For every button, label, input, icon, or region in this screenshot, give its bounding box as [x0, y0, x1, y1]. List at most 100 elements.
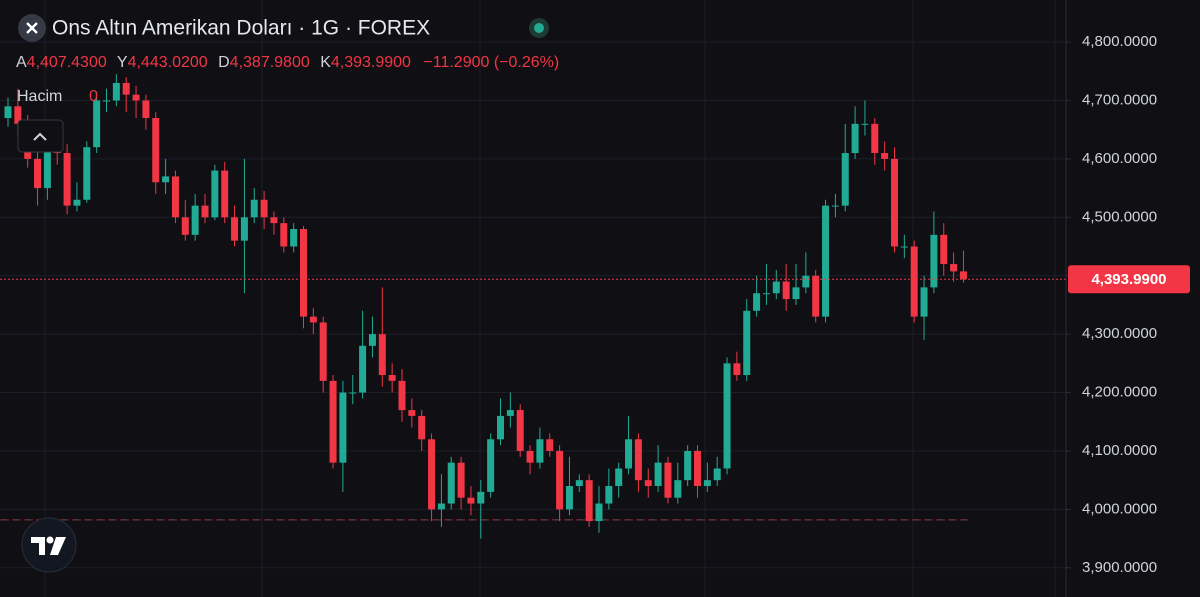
candle-body [684, 450, 692, 481]
ohlc-label: Y [117, 54, 128, 71]
collapse-chevron [33, 132, 47, 141]
candle-body [349, 392, 357, 394]
candle-body [959, 271, 967, 280]
ohlc-value: 4,443.0200 [128, 54, 208, 71]
candle-body [211, 170, 219, 218]
candle-body [605, 486, 613, 504]
candle-body [703, 480, 711, 487]
change: −11.2900 (−0.26%) [423, 54, 559, 71]
candle-body [398, 380, 406, 411]
candle-body [34, 158, 42, 189]
ohlc-legend: A4,407.4300 Y4,443.0200 D4,387.9800 K4,3… [16, 54, 559, 71]
candle-body [408, 410, 416, 416]
candle-body [634, 439, 642, 481]
candle-body [368, 334, 376, 346]
candle-body [270, 217, 278, 224]
candle-body [83, 147, 91, 200]
candle-body [142, 100, 150, 118]
candle-body [556, 450, 564, 510]
candle-body [546, 439, 554, 451]
candle-body [428, 439, 436, 510]
tv-logo [21, 517, 77, 573]
candle-body [437, 503, 445, 510]
candle-body [506, 410, 514, 416]
grid [0, 0, 1066, 597]
candle-body [910, 246, 918, 317]
candle-body [713, 468, 721, 481]
candle-body [694, 450, 701, 487]
candle-body [231, 217, 239, 241]
chart-title: Ons Altın Amerikan Doları · 1G · FOREX [52, 17, 430, 40]
candle-body [753, 293, 761, 311]
candle-body [93, 100, 101, 148]
header: Ons Altın Amerikan Doları · 1G · FOREX A… [16, 14, 559, 153]
y-tick-label: 4,000.0000 [1082, 500, 1157, 517]
candle-body [930, 234, 938, 288]
candle-body [122, 82, 130, 95]
candle-body [615, 468, 623, 487]
y-tick-label: 4,200.0000 [1082, 384, 1157, 401]
candle-body [654, 462, 662, 487]
candle-body [221, 170, 229, 218]
candle-body [181, 217, 189, 235]
y-tick-label: 4,300.0000 [1082, 325, 1157, 342]
candle-body [73, 199, 81, 206]
candle-body [14, 106, 22, 124]
y-tick-label: 4,800.0000 [1082, 33, 1157, 50]
candle-body [674, 480, 682, 498]
candle-body [487, 439, 495, 492]
y-tick-label: 4,700.0000 [1082, 91, 1157, 108]
candle-body [782, 281, 790, 300]
symbol-icon-glyph [26, 22, 38, 34]
candle-body [319, 322, 327, 381]
candle-body [822, 205, 830, 317]
candle-body [664, 462, 672, 498]
ohlc-value: 4,387.9800 [230, 54, 310, 71]
y-tick-label: 4,100.0000 [1082, 442, 1157, 459]
candle-body [891, 158, 898, 247]
logo-shape [50, 537, 66, 555]
collapse-button[interactable] [17, 119, 64, 153]
candle-body [792, 287, 800, 300]
candle-body [871, 123, 879, 154]
candle-body [900, 246, 908, 248]
candle-body [300, 228, 307, 317]
candle-body [762, 293, 770, 295]
candle-body [457, 462, 465, 498]
candle-body [920, 287, 928, 317]
candle-body [743, 310, 751, 376]
volume-value: 0 [89, 88, 98, 105]
volume-label: Hacim [17, 88, 62, 105]
candle-body [171, 176, 179, 218]
ohlc-value: 4,393.9900 [331, 54, 411, 71]
candle-body [861, 123, 869, 125]
candle-body [388, 375, 396, 381]
y-tick-label: 4,600.0000 [1082, 150, 1157, 167]
candle-body [733, 363, 741, 376]
y-tick-label: 4,500.0000 [1082, 208, 1157, 225]
candle-body [595, 503, 603, 522]
candle-body [812, 275, 820, 317]
candle-body [201, 205, 209, 218]
candle-body [477, 491, 485, 504]
candle-body [950, 264, 958, 272]
candle-body [240, 217, 248, 241]
candle-body [802, 275, 810, 288]
candle-body [851, 123, 859, 154]
candle-body [191, 205, 199, 235]
candle-body [526, 450, 534, 463]
status-dot [534, 23, 544, 33]
candle-body [152, 117, 160, 183]
candle-body [447, 462, 455, 504]
candle-body [497, 415, 504, 440]
candle-body [43, 147, 51, 189]
price-tag-label: 4,393.9900 [1091, 271, 1166, 288]
candle-body [644, 480, 652, 487]
candle-body [359, 345, 367, 393]
ohlc-label: A [16, 54, 27, 71]
candle-body [467, 497, 475, 504]
candle-body [280, 223, 288, 247]
